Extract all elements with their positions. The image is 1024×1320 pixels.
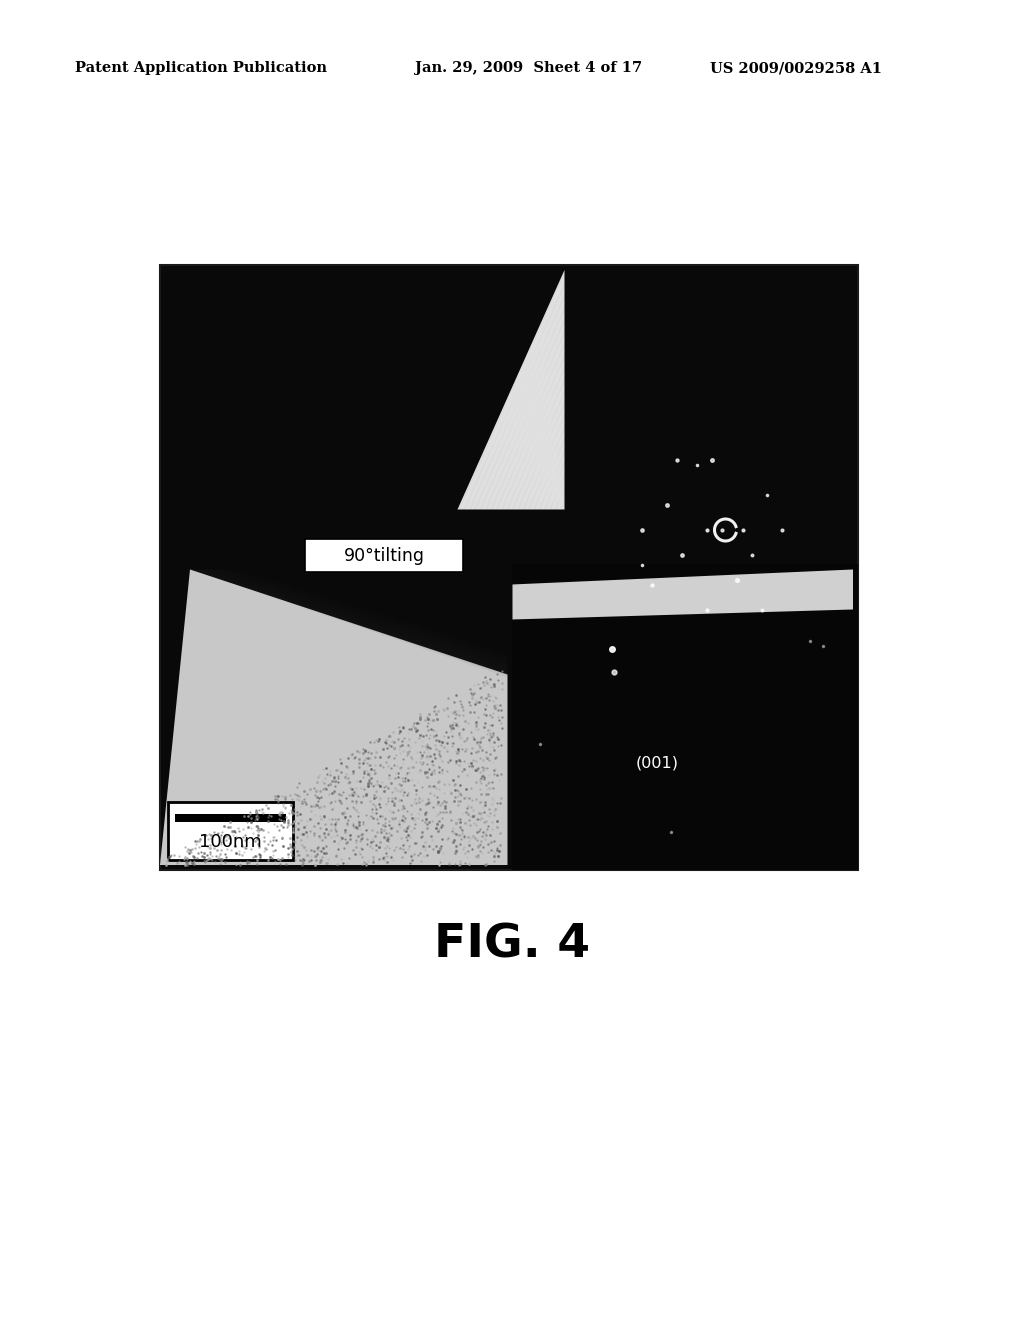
Polygon shape <box>559 498 564 510</box>
Polygon shape <box>458 271 564 510</box>
Polygon shape <box>463 282 564 510</box>
Bar <box>160 265 858 870</box>
Polygon shape <box>468 294 564 510</box>
Polygon shape <box>196 569 508 675</box>
Polygon shape <box>549 474 564 510</box>
Bar <box>305 540 463 573</box>
Polygon shape <box>538 450 564 510</box>
Polygon shape <box>527 425 564 510</box>
Text: (001): (001) <box>636 755 679 771</box>
Polygon shape <box>489 342 564 510</box>
Bar <box>168 803 293 861</box>
Text: 90°tilting: 90°tilting <box>343 546 425 565</box>
Text: FIG. 4: FIG. 4 <box>434 923 590 968</box>
Polygon shape <box>190 569 508 677</box>
Text: Patent Application Publication: Patent Application Publication <box>75 61 327 75</box>
Bar <box>512 565 858 870</box>
Polygon shape <box>199 569 508 673</box>
Polygon shape <box>160 569 508 865</box>
Polygon shape <box>458 271 564 510</box>
Polygon shape <box>484 330 564 510</box>
Polygon shape <box>543 462 564 510</box>
Bar <box>175 814 286 822</box>
Polygon shape <box>511 389 564 510</box>
Polygon shape <box>479 318 564 510</box>
Text: US 2009/0029258 A1: US 2009/0029258 A1 <box>710 61 882 75</box>
Polygon shape <box>473 306 564 510</box>
Polygon shape <box>512 569 853 619</box>
Polygon shape <box>506 378 564 510</box>
Polygon shape <box>532 438 564 510</box>
Polygon shape <box>554 486 564 510</box>
Polygon shape <box>495 354 564 510</box>
Text: Jan. 29, 2009  Sheet 4 of 17: Jan. 29, 2009 Sheet 4 of 17 <box>415 61 642 75</box>
Polygon shape <box>501 366 564 510</box>
Text: 100nm: 100nm <box>199 833 262 851</box>
Polygon shape <box>193 569 508 676</box>
Polygon shape <box>516 401 564 510</box>
Polygon shape <box>521 413 564 510</box>
